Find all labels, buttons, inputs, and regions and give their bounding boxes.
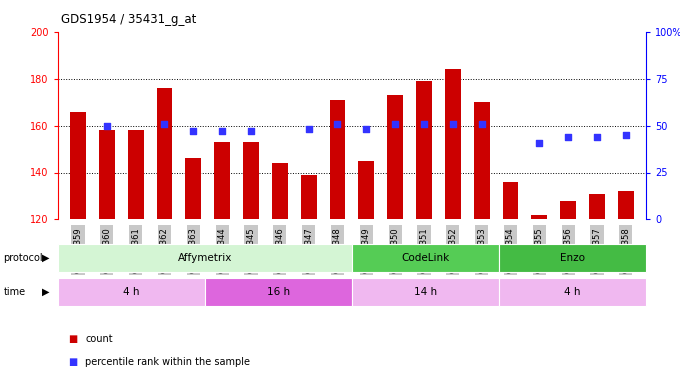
Bar	[474, 102, 490, 219]
Point	[447, 121, 458, 127]
Bar	[503, 182, 518, 219]
Point	[361, 126, 372, 132]
Point	[476, 121, 487, 127]
Text: Enzo: Enzo	[560, 253, 585, 263]
Bar	[99, 130, 115, 219]
Bar	[358, 161, 374, 219]
Bar	[70, 112, 86, 219]
Text: 4 h: 4 h	[123, 286, 139, 297]
Point	[332, 121, 343, 127]
Text: CodeLink: CodeLink	[401, 253, 449, 263]
Point	[390, 121, 401, 127]
Point	[245, 128, 256, 134]
Text: 14 h: 14 h	[414, 286, 437, 297]
Text: ▶: ▶	[42, 253, 50, 263]
Text: ▶: ▶	[42, 286, 50, 297]
Bar	[301, 175, 317, 219]
Text: 16 h: 16 h	[267, 286, 290, 297]
Text: time: time	[3, 286, 26, 297]
Point	[620, 132, 631, 138]
Bar	[128, 130, 143, 219]
Bar	[186, 158, 201, 219]
Point	[534, 140, 545, 146]
Text: count: count	[85, 334, 113, 344]
Point	[101, 123, 112, 129]
Bar	[156, 88, 173, 219]
Bar	[214, 142, 230, 219]
Point	[217, 128, 228, 134]
Text: ■: ■	[68, 334, 78, 344]
Text: protocol: protocol	[3, 253, 43, 263]
Bar	[560, 201, 576, 219]
Text: 4 h: 4 h	[564, 286, 581, 297]
Text: ■: ■	[68, 357, 78, 367]
Point	[188, 128, 199, 134]
Point	[419, 121, 430, 127]
Point	[159, 121, 170, 127]
Point	[592, 134, 602, 140]
Text: percentile rank within the sample: percentile rank within the sample	[85, 357, 250, 367]
Bar	[243, 142, 259, 219]
Text: GDS1954 / 35431_g_at: GDS1954 / 35431_g_at	[61, 13, 197, 26]
Point	[563, 134, 574, 140]
Bar	[589, 194, 605, 219]
Bar	[618, 191, 634, 219]
Bar	[387, 95, 403, 219]
Bar	[531, 214, 547, 219]
Point	[303, 126, 314, 132]
Text: Affymetrix: Affymetrix	[177, 253, 232, 263]
Bar	[272, 163, 288, 219]
Bar	[445, 69, 461, 219]
Bar	[416, 81, 432, 219]
Bar	[330, 100, 345, 219]
